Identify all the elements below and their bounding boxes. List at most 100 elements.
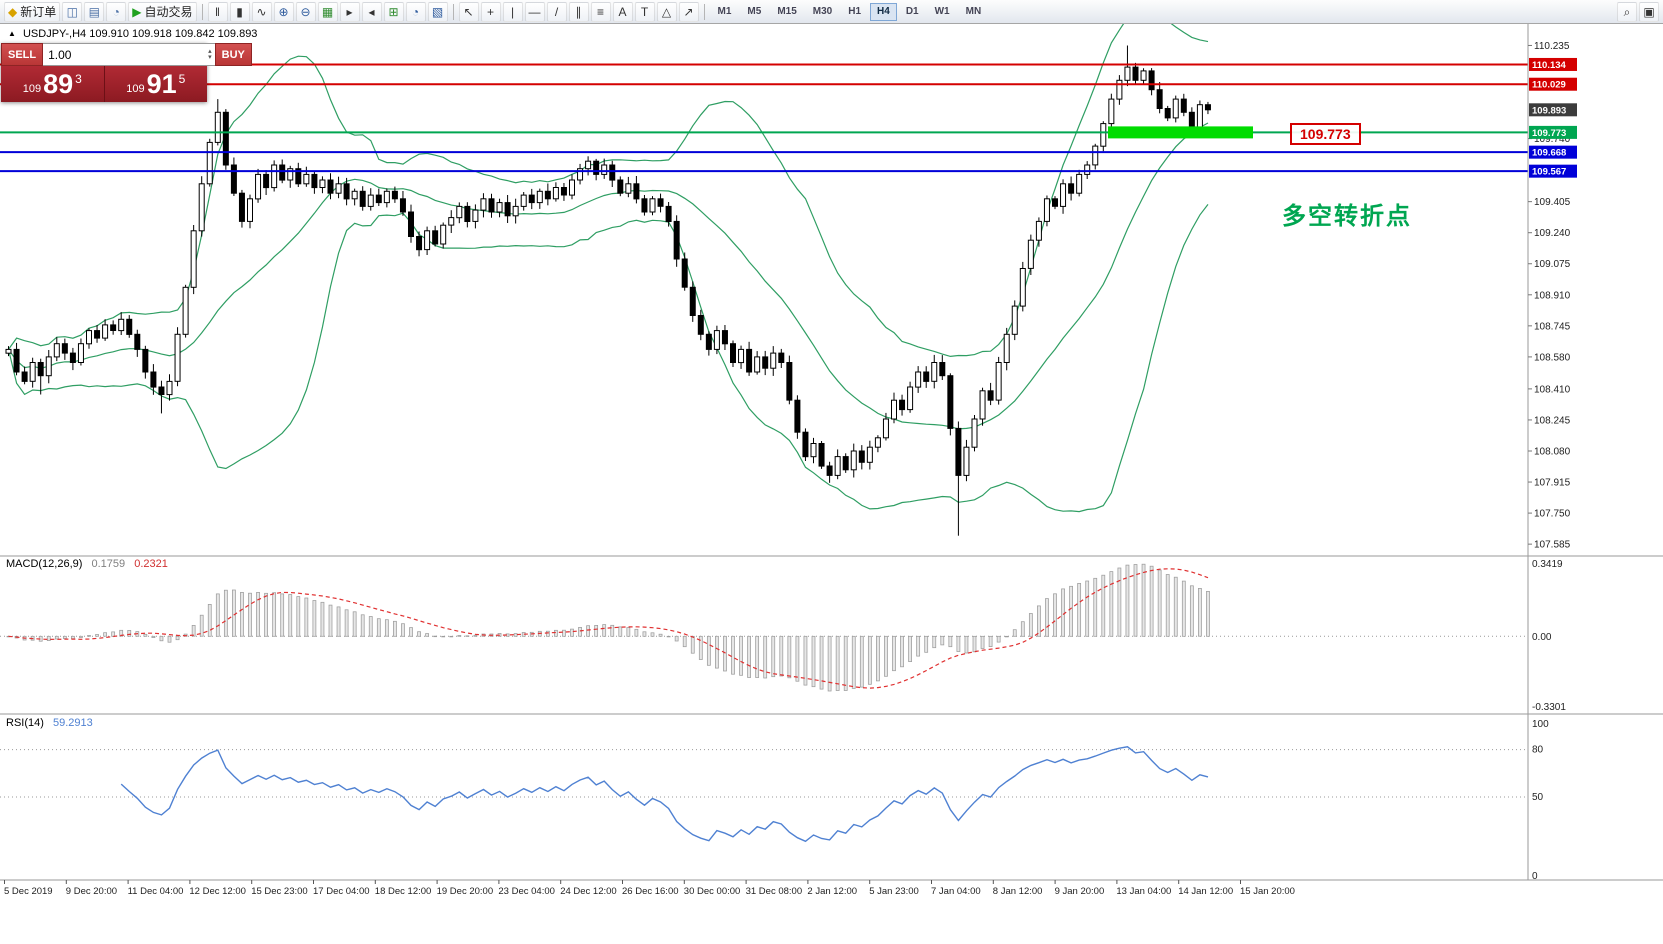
candlestick-chart-button[interactable]: ▮: [229, 1, 250, 22]
fibonacci-button[interactable]: ≡: [590, 1, 611, 22]
timeframe-h4-button[interactable]: H4: [870, 2, 897, 21]
bars-chart-icon: ǁ: [215, 4, 220, 19]
chart-window-icon: ◫: [66, 4, 78, 19]
timeframe-w1-button[interactable]: W1: [928, 3, 957, 21]
add-indicator-icon: ⊞: [388, 4, 399, 19]
alerts-button[interactable]: ◔: [106, 1, 127, 22]
svg-text:108.910: 108.910: [1534, 290, 1571, 301]
svg-text:9 Dec 20:00: 9 Dec 20:00: [66, 886, 117, 897]
svg-text:110.134: 110.134: [1532, 60, 1567, 71]
svg-text:107.750: 107.750: [1534, 509, 1571, 520]
zoom-in-button[interactable]: ⊕: [273, 1, 294, 22]
new-order-icon: ◆: [8, 4, 18, 19]
periods-icon: ◔: [411, 4, 420, 19]
text-button[interactable]: A: [612, 1, 633, 22]
svg-text:15 Dec 23:00: 15 Dec 23:00: [251, 886, 308, 897]
search-icon: ⌕: [1623, 4, 1631, 19]
svg-text:109.740: 109.740: [1534, 134, 1571, 145]
svg-text:108.245: 108.245: [1534, 415, 1571, 426]
trendline-button[interactable]: /: [546, 1, 567, 22]
line-chart-button[interactable]: ∿: [251, 1, 272, 22]
macd-main-value: 0.1759: [91, 558, 126, 570]
macd-name: MACD(12,26,9): [6, 558, 83, 570]
tile-windows-button[interactable]: ▦: [317, 1, 338, 22]
svg-text:110.235: 110.235: [1534, 41, 1570, 52]
buy-price-display[interactable]: 109 91 5: [105, 66, 208, 102]
svg-text:5 Jan 23:00: 5 Jan 23:00: [869, 886, 919, 897]
auto-scroll-icon: ▸: [346, 4, 353, 19]
timeframe-m15-button[interactable]: M15: [770, 3, 803, 21]
svg-text:109.668: 109.668: [1532, 148, 1566, 159]
timeframe-m1-button[interactable]: M1: [711, 3, 739, 21]
rsi-value: 59.2913: [52, 717, 93, 729]
channel-icon: ∥: [575, 4, 582, 19]
volume-decrease-button[interactable]: ▾: [208, 53, 212, 61]
arrow-button[interactable]: ↗: [678, 1, 699, 22]
new-order-button[interactable]: ◆ 新订单: [4, 1, 61, 22]
shapes-button[interactable]: △: [656, 1, 677, 22]
label-icon: T: [640, 4, 649, 19]
timeframe-m30-button[interactable]: M30: [806, 3, 839, 21]
arrow-icon: ↗: [683, 4, 694, 19]
buy-button[interactable]: BUY: [214, 43, 252, 66]
sell-button[interactable]: SELL: [1, 43, 44, 66]
layouts-button[interactable]: ▣: [1639, 1, 1659, 22]
candlestick-chart-icon: ▮: [236, 4, 243, 19]
svg-text:108.745: 108.745: [1534, 321, 1571, 332]
chart-window-button[interactable]: ◫: [62, 1, 83, 22]
chart-canvas[interactable]: 0.34190.00-0.330110080500110.235109.7401…: [0, 24, 1663, 944]
zoom-out-button[interactable]: ⊖: [295, 1, 316, 22]
vertical-line-button[interactable]: |: [502, 1, 523, 22]
timeframe-h1-button[interactable]: H1: [841, 3, 868, 21]
sell-price-prefix: 109: [22, 82, 42, 95]
profiles-button[interactable]: ▤: [84, 1, 105, 22]
autotrade-button[interactable]: ▶ 自动交易: [128, 1, 197, 22]
chart-shift-button[interactable]: ◂: [361, 1, 382, 22]
search-button[interactable]: ⌕: [1617, 1, 1637, 22]
price-callout: 109.773: [1290, 123, 1361, 145]
svg-text:109.567: 109.567: [1532, 167, 1566, 178]
crosshair-button[interactable]: +: [480, 1, 501, 22]
label-button[interactable]: T: [634, 1, 655, 22]
horizontal-line-button[interactable]: —: [524, 1, 545, 22]
cursor-icon: ↖: [463, 4, 474, 19]
chart-collapse-icon[interactable]: ▲: [8, 29, 16, 38]
sell-price-display[interactable]: 109 89 3: [1, 66, 104, 102]
toolbar-group-drawing-tools: ↖ + | — / ∥ ≡ A T △ ↗: [458, 1, 699, 22]
timeframe-mn-button[interactable]: MN: [959, 3, 989, 21]
svg-text:109.075: 109.075: [1534, 259, 1571, 270]
svg-text:15 Jan 20:00: 15 Jan 20:00: [1240, 886, 1295, 897]
svg-text:5 Dec 2019: 5 Dec 2019: [4, 886, 53, 897]
templates-button[interactable]: ▧: [427, 1, 448, 22]
channel-button[interactable]: ∥: [568, 1, 589, 22]
toolbar-group-right: ⌕ ▣: [1617, 1, 1659, 22]
bars-chart-button[interactable]: ǁ: [207, 1, 228, 22]
timeframe-d1-button[interactable]: D1: [899, 3, 926, 21]
line-chart-icon: ∿: [256, 4, 267, 19]
buy-price-pips: 91: [146, 68, 177, 99]
svg-text:24 Dec 12:00: 24 Dec 12:00: [560, 886, 617, 897]
timeframe-m5-button[interactable]: M5: [740, 3, 768, 21]
svg-text:19 Dec 20:00: 19 Dec 20:00: [437, 886, 494, 897]
sell-price-pipette: 3: [75, 71, 82, 86]
periods-button[interactable]: ◔: [405, 1, 426, 22]
svg-text:0: 0: [1532, 871, 1538, 882]
zoom-in-icon: ⊕: [278, 4, 289, 19]
profiles-icon: ▤: [88, 4, 100, 19]
crosshair-icon: +: [486, 4, 494, 19]
new-order-label: 新订单: [20, 4, 57, 19]
toolbar-separator: [452, 3, 454, 20]
svg-text:31 Dec 08:00: 31 Dec 08:00: [746, 886, 803, 897]
alerts-icon: ◔: [112, 4, 120, 19]
auto-scroll-button[interactable]: ▸: [339, 1, 360, 22]
volume-input[interactable]: [43, 47, 209, 62]
svg-text:0.3419: 0.3419: [1532, 559, 1563, 570]
cursor-button[interactable]: ↖: [458, 1, 479, 22]
templates-icon: ▧: [431, 4, 444, 19]
volume-increase-button[interactable]: ▴: [208, 47, 212, 55]
svg-text:-0.3301: -0.3301: [1532, 702, 1566, 713]
add-indicator-button[interactable]: ⊞: [383, 1, 404, 22]
price-divider: [103, 66, 105, 102]
svg-text:110.029: 110.029: [1532, 80, 1566, 91]
svg-text:50: 50: [1532, 792, 1544, 803]
